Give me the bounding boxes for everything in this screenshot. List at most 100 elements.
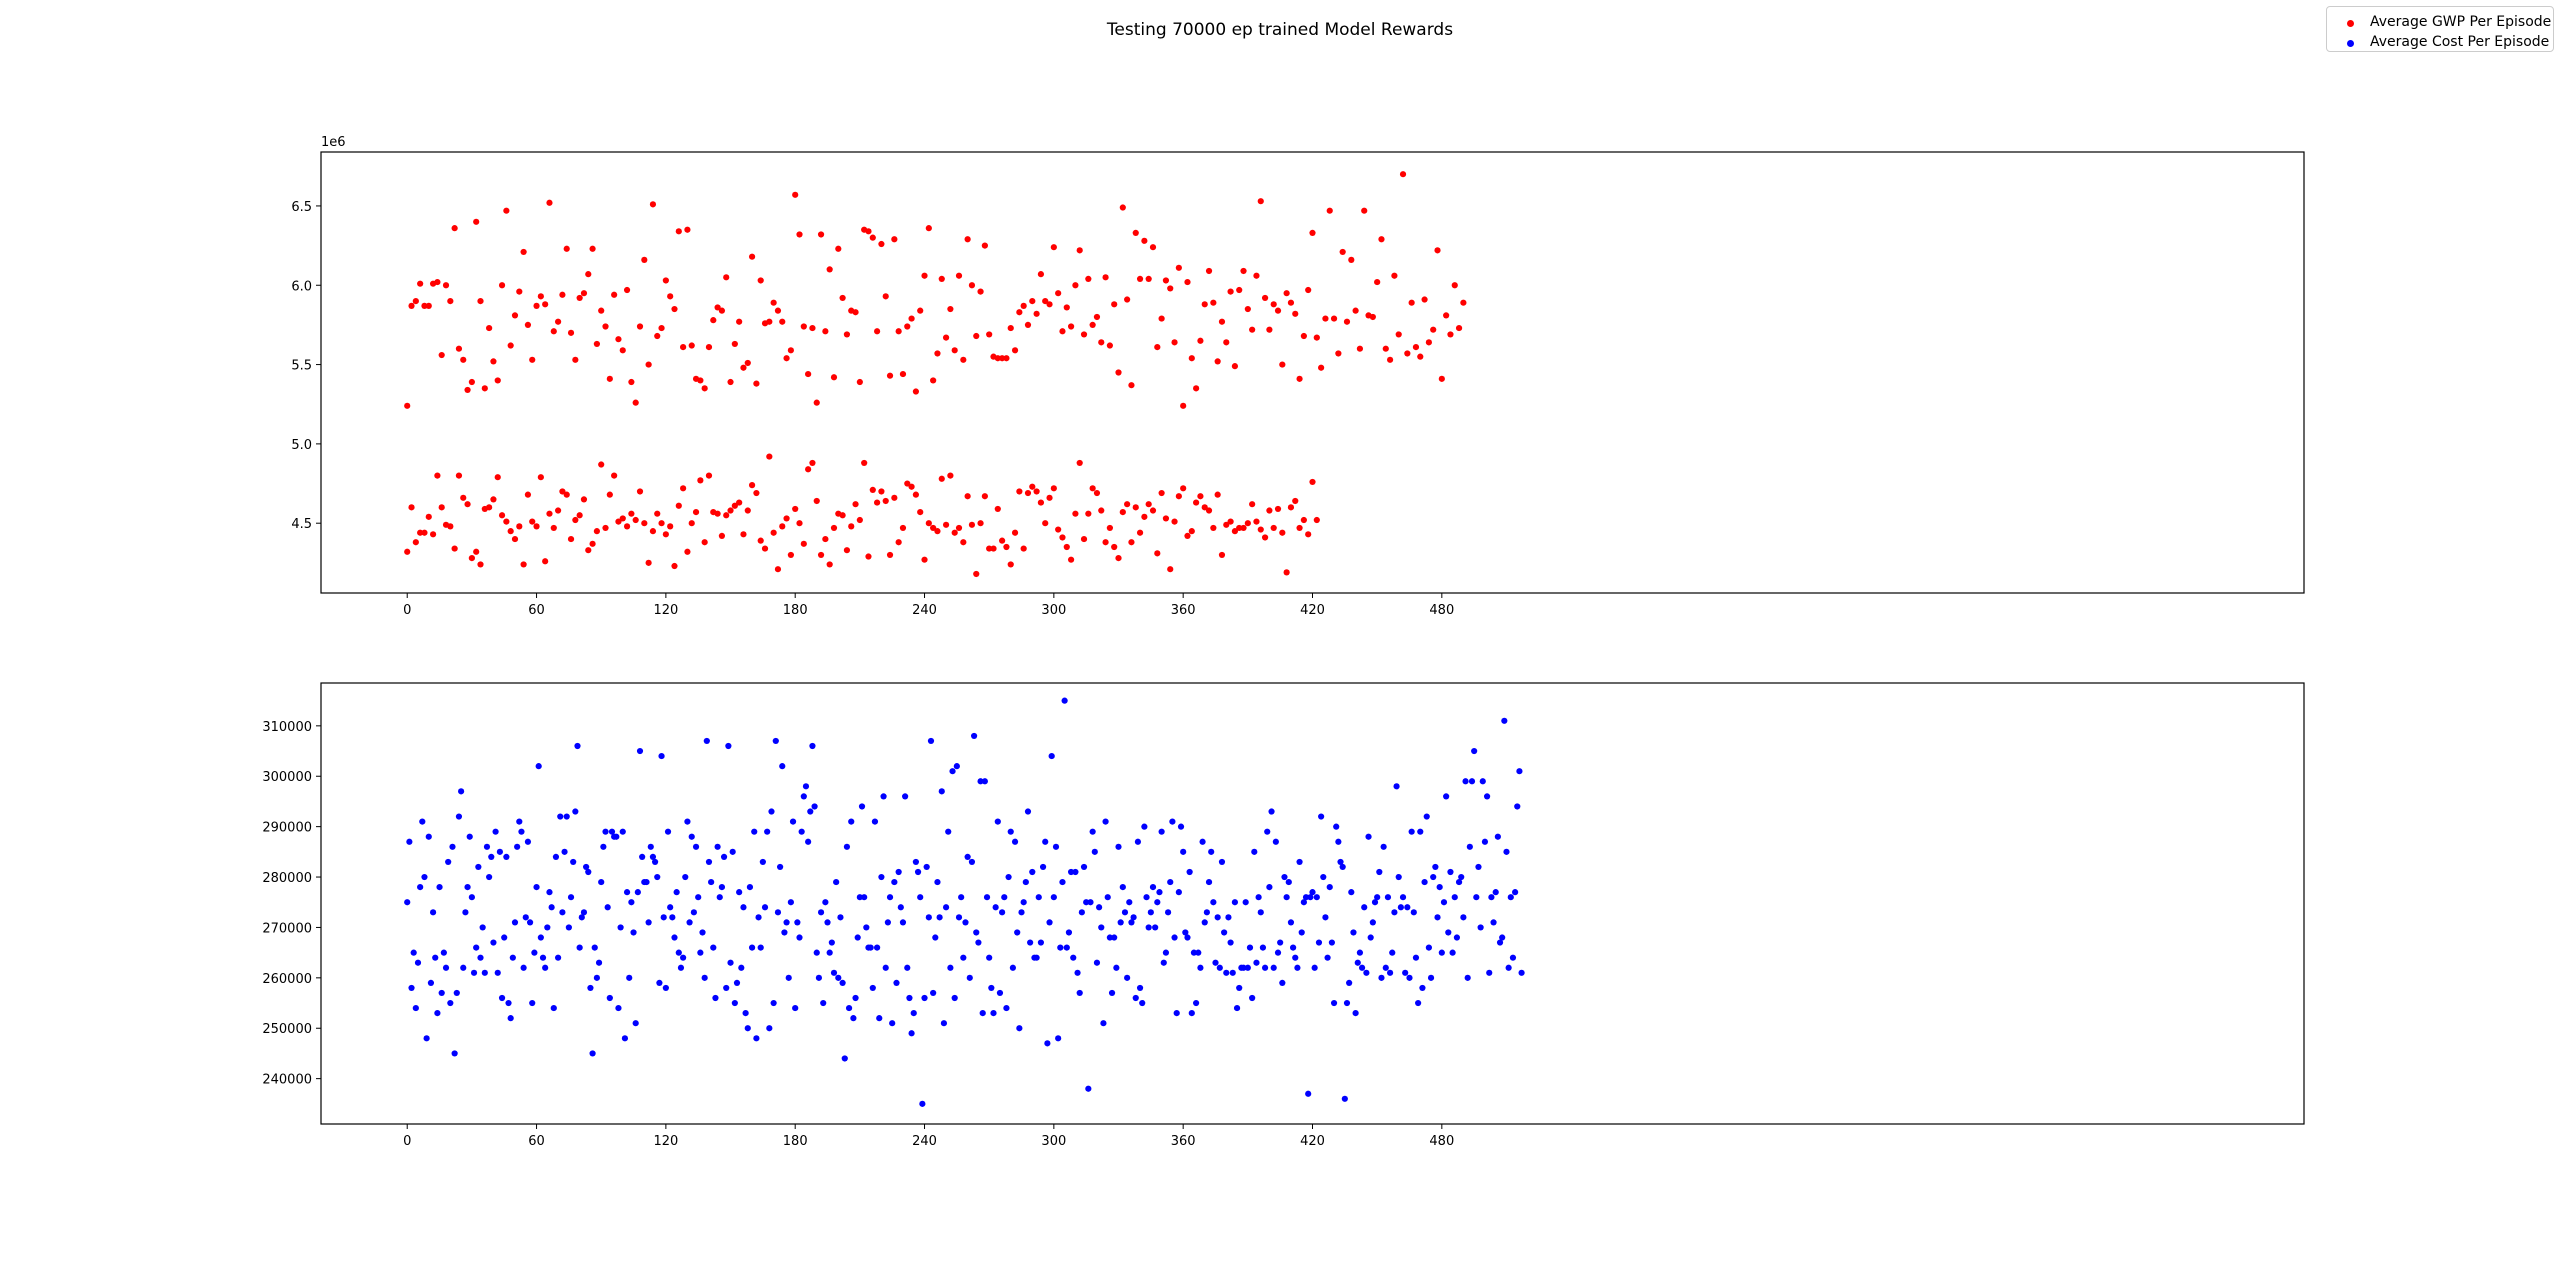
- gwp-point: [520, 561, 527, 568]
- cost-point: [466, 833, 473, 840]
- gwp-point: [1287, 504, 1295, 511]
- gwp-point: [843, 331, 851, 338]
- gwp-point: [1266, 326, 1273, 333]
- cost-point: [1149, 884, 1157, 891]
- cost-point: [539, 954, 547, 961]
- cost-point: [593, 974, 600, 981]
- gwp-point: [1283, 569, 1290, 576]
- cost-point: [1020, 899, 1027, 906]
- gwp-point: [645, 559, 652, 566]
- cost-point: [429, 909, 437, 916]
- cost-point: [1290, 944, 1297, 951]
- gwp-point: [899, 370, 907, 378]
- gwp-point: [826, 561, 833, 568]
- gwp-point: [1037, 271, 1045, 278]
- cost-point: [1483, 793, 1491, 800]
- cost-point: [727, 959, 734, 966]
- cost-point: [1221, 929, 1228, 936]
- gwp-point: [947, 305, 954, 313]
- cost-point: [1059, 878, 1066, 886]
- gwp-point: [783, 515, 790, 522]
- cost-point: [889, 1020, 896, 1027]
- cost-point: [1186, 868, 1193, 876]
- gwp-point: [817, 551, 825, 559]
- cost-point: [1193, 999, 1200, 1007]
- cost-point: [404, 899, 411, 906]
- cost-point: [548, 904, 555, 911]
- cost-point: [787, 899, 794, 906]
- gwp-point: [1378, 236, 1385, 243]
- gwp-point: [628, 510, 635, 517]
- gwp-point: [598, 461, 605, 468]
- cost-point: [1509, 954, 1517, 961]
- gwp-point: [999, 355, 1006, 362]
- cost-point: [421, 873, 428, 881]
- cost-x-tick-label: 120: [653, 1134, 678, 1149]
- cost-point: [1296, 858, 1303, 866]
- cost-point: [1052, 843, 1060, 850]
- cost-point: [585, 868, 592, 876]
- gwp-point: [1050, 485, 1057, 492]
- gwp-point: [1227, 288, 1234, 295]
- cost-point: [914, 868, 922, 876]
- cost-point: [565, 924, 572, 931]
- gwp-point: [1292, 310, 1299, 317]
- cost-point: [1451, 894, 1458, 901]
- gwp-point: [442, 282, 450, 289]
- cost-point: [1417, 828, 1424, 835]
- cost-point: [738, 964, 745, 971]
- cost-point: [1055, 1035, 1062, 1042]
- cost-point: [1307, 894, 1314, 901]
- cost-point: [1358, 964, 1366, 971]
- cost-point: [753, 1035, 760, 1042]
- cost-point: [634, 889, 641, 896]
- cost-point: [936, 914, 943, 921]
- cost-point: [1257, 909, 1264, 916]
- gwp-point: [1236, 286, 1243, 294]
- gwp-point: [1042, 520, 1049, 527]
- gwp-y-tick-label: 5.0: [291, 438, 312, 453]
- cost-point: [966, 974, 973, 981]
- cost-point: [1406, 974, 1413, 981]
- cost-point: [445, 858, 452, 866]
- gwp-point: [1102, 539, 1109, 546]
- cost-point: [514, 843, 521, 850]
- cost-point: [660, 914, 667, 921]
- gwp-point: [1167, 566, 1174, 573]
- cost-point: [708, 878, 715, 886]
- cost-point: [1445, 929, 1452, 936]
- gwp-point: [533, 523, 540, 530]
- cost-point: [893, 979, 900, 986]
- cost-point: [623, 889, 631, 896]
- cost-point: [986, 954, 993, 961]
- cost-point: [1018, 909, 1025, 916]
- gwp-point: [869, 234, 876, 241]
- gwp-point: [766, 453, 773, 460]
- cost-point: [535, 763, 542, 770]
- cost-point: [826, 949, 833, 956]
- cost-y-tick-label: 280000: [262, 871, 312, 886]
- cost-point: [815, 974, 823, 981]
- cost-point: [608, 828, 616, 835]
- gwp-point: [809, 459, 816, 467]
- cost-point: [1270, 964, 1277, 971]
- gwp-point: [1141, 237, 1148, 244]
- gwp-point: [886, 372, 894, 379]
- cost-point: [1408, 828, 1415, 835]
- cost-point: [464, 884, 471, 891]
- cost-point: [1035, 894, 1042, 901]
- cost-point: [1190, 949, 1198, 956]
- cost-point: [1180, 848, 1187, 855]
- cost-point: [1494, 833, 1501, 840]
- cost-point: [477, 954, 484, 961]
- cost-point: [785, 974, 792, 981]
- gwp-point: [667, 523, 674, 530]
- gwp-point: [1253, 518, 1260, 525]
- cost-point: [1005, 873, 1012, 881]
- cost-point: [1249, 994, 1256, 1002]
- cost-point: [1371, 899, 1379, 906]
- gwp-point: [1007, 561, 1014, 568]
- cost-point: [438, 989, 445, 997]
- gwp-x-tick-label: 240: [912, 603, 937, 618]
- cost-point: [613, 833, 620, 840]
